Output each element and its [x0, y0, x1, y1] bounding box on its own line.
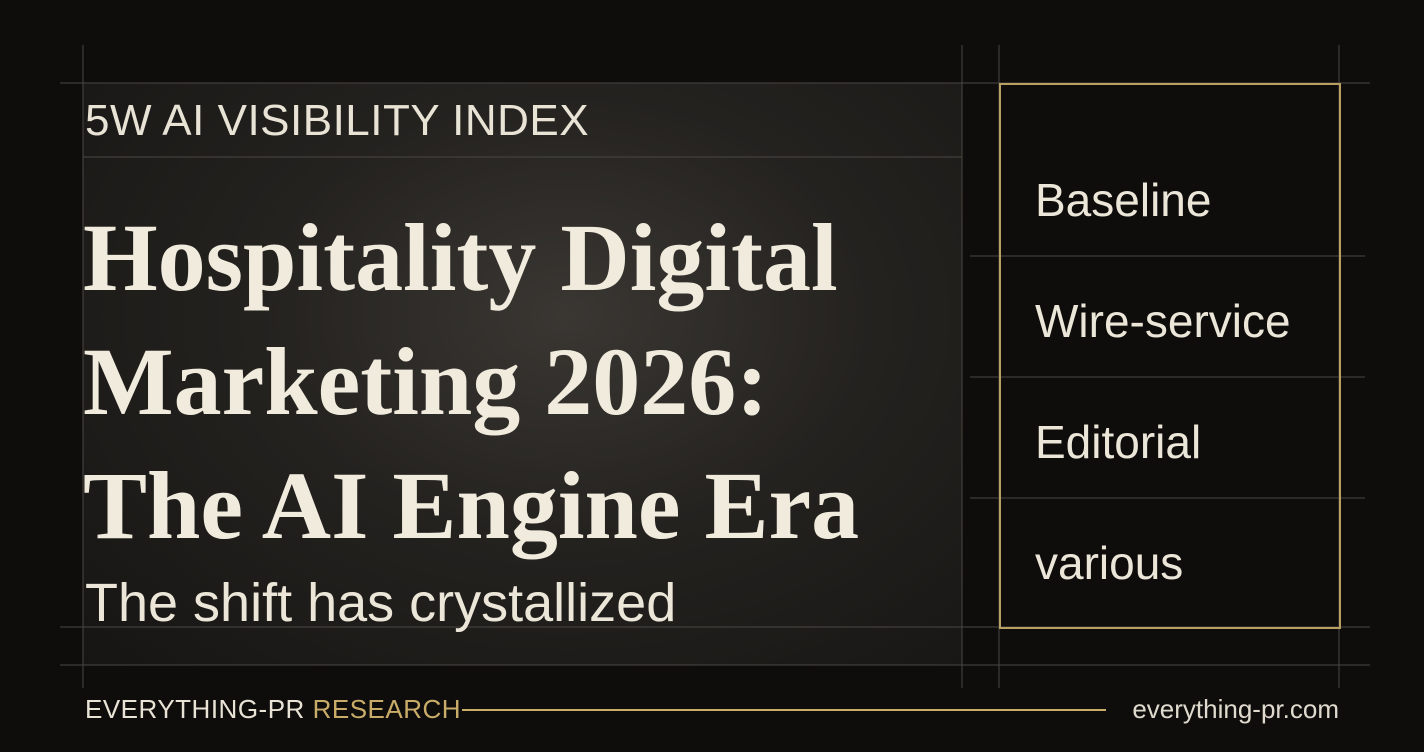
- panel-item: Editorial: [1035, 416, 1202, 468]
- title-line: Marketing 2026:: [83, 328, 769, 435]
- footer-url: everything-pr.com: [1132, 694, 1339, 724]
- panel-item: Baseline: [1035, 174, 1212, 226]
- subtitle: The shift has crystallized: [85, 573, 677, 633]
- footer-brand: EVERYTHING-PR RESEARCH: [85, 694, 461, 725]
- kicker: 5W AI VISIBILITY INDEX: [85, 96, 590, 145]
- title-line: The AI Engine Era: [83, 452, 860, 559]
- panel-item: Wire-service: [1035, 295, 1291, 347]
- title: Hospitality Digital Marketing 2026: The …: [83, 196, 859, 568]
- panel: Baseline Wire-service Editorial various: [999, 83, 1341, 629]
- brand-accent: RESEARCH: [312, 694, 462, 724]
- brand: EVERYTHING-PR: [85, 694, 305, 724]
- panel-item: various: [1035, 537, 1184, 589]
- title-line: Hospitality Digital: [83, 204, 838, 311]
- background-photo: [83, 83, 962, 665]
